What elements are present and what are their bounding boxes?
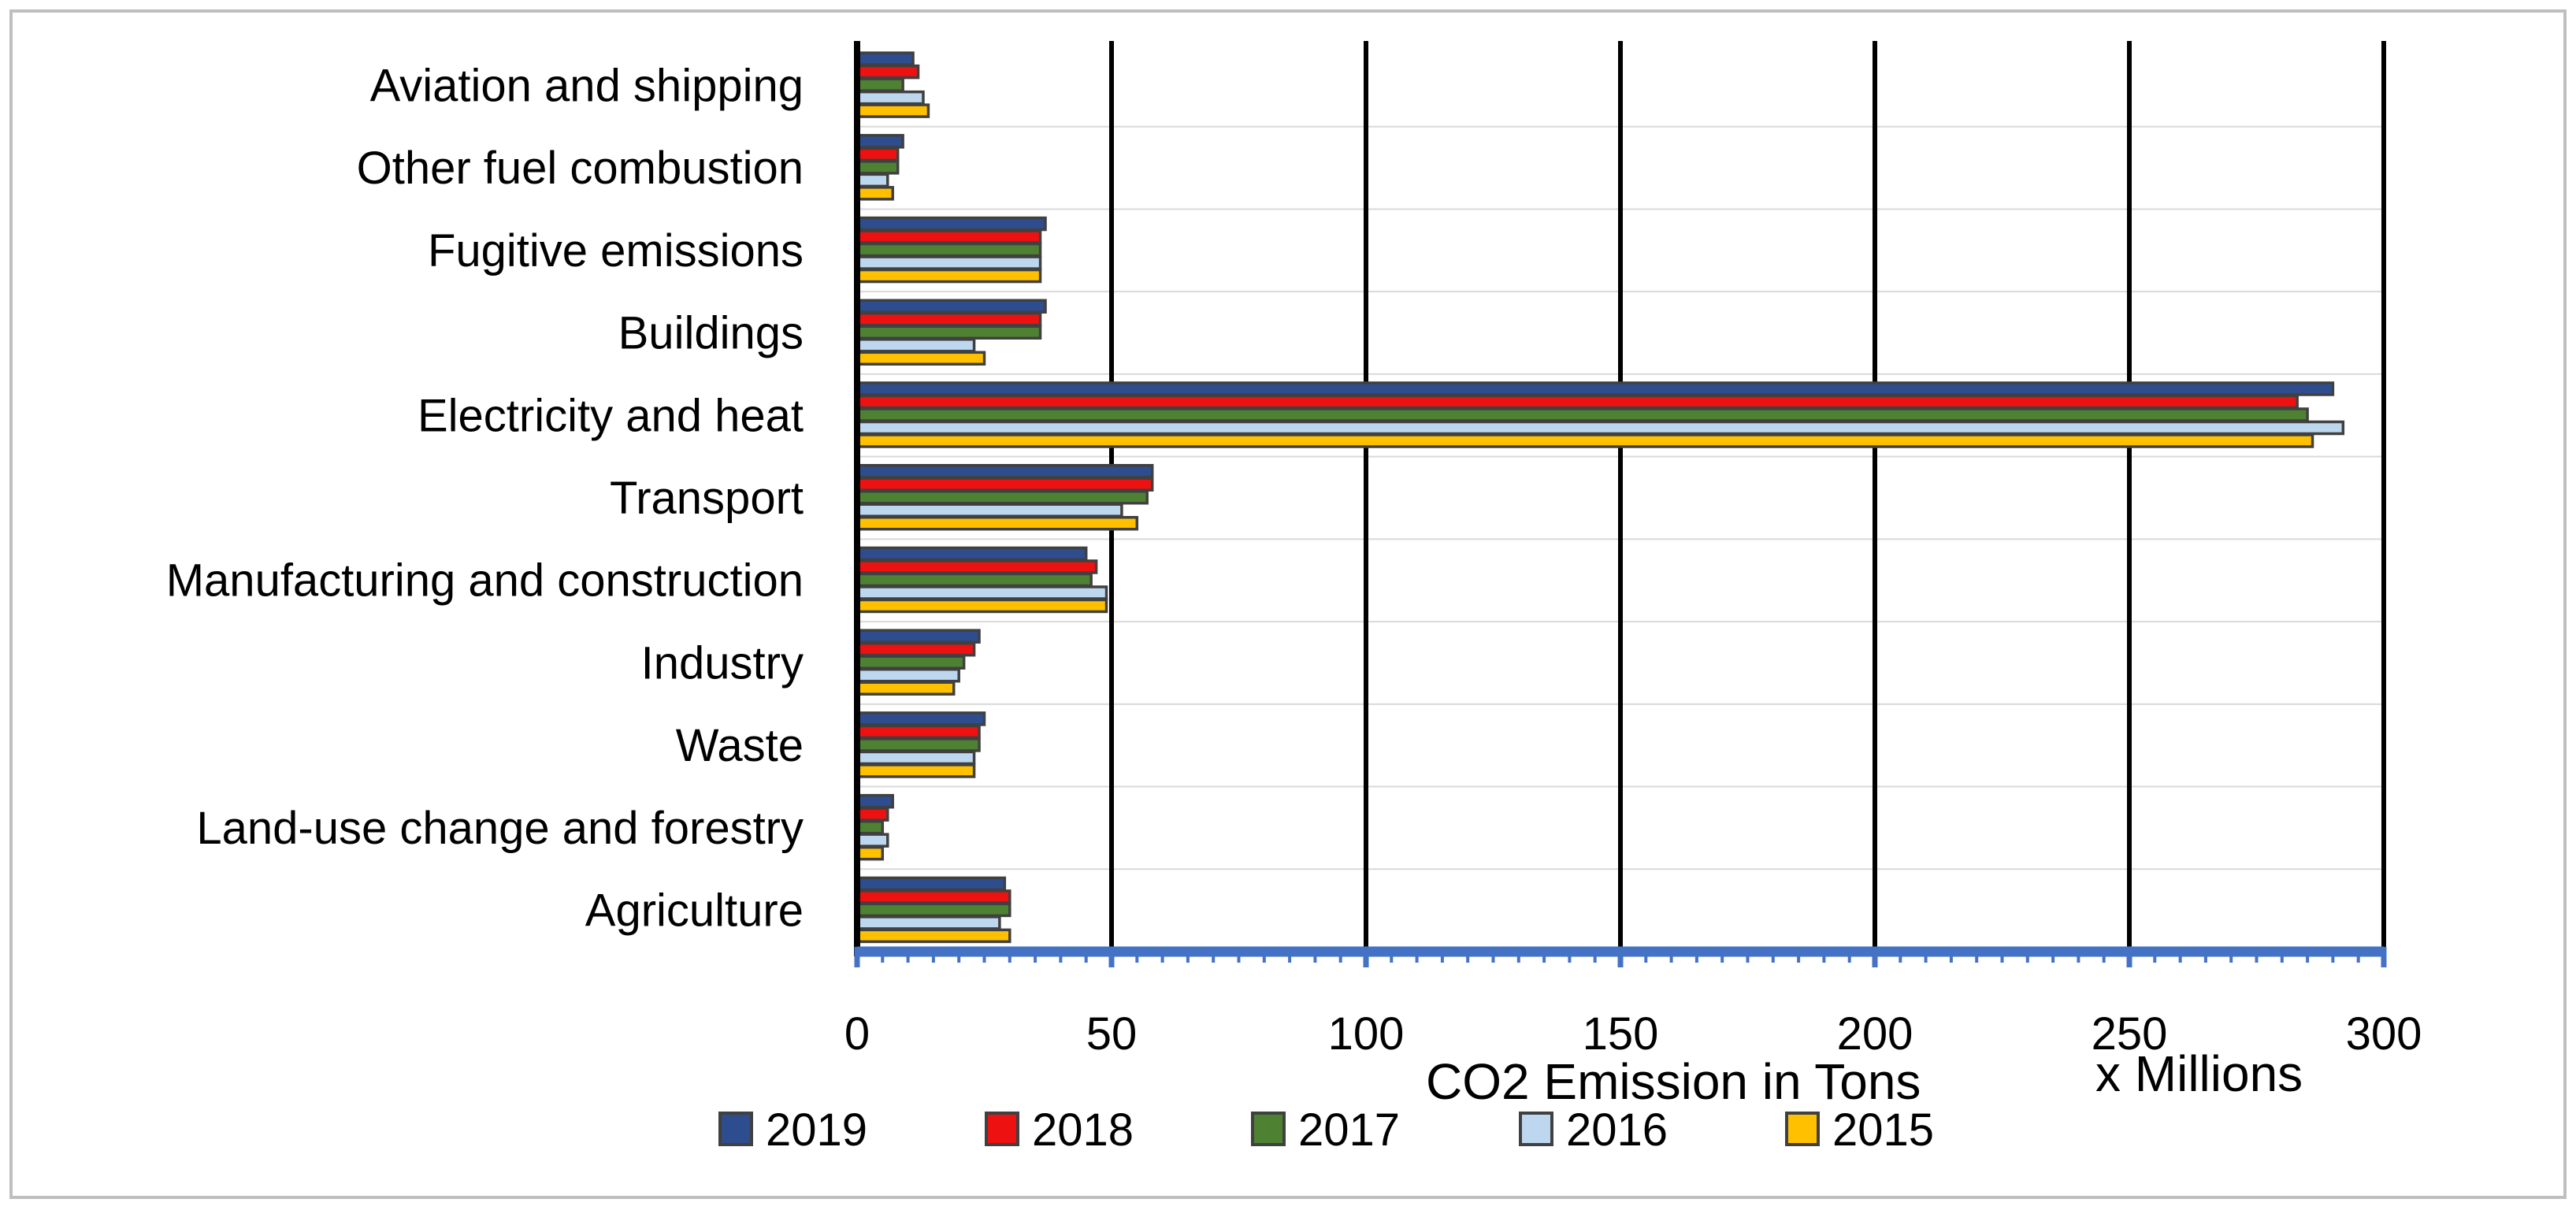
bar <box>856 160 900 175</box>
bar <box>856 793 894 809</box>
legend-swatch <box>985 1112 1019 1146</box>
bar <box>856 464 1154 479</box>
bar <box>856 216 1047 232</box>
bar <box>856 420 2345 436</box>
x-tick-label: 200 <box>1837 1008 1913 1060</box>
x-tick-label: 250 <box>2092 1008 2168 1060</box>
bar <box>856 351 986 366</box>
bar <box>856 641 976 657</box>
bar <box>856 845 885 861</box>
bar <box>856 737 981 752</box>
bar <box>856 546 1088 562</box>
bar <box>856 242 1042 258</box>
bar <box>856 807 889 822</box>
x-tick-label: 150 <box>1583 1008 1659 1060</box>
bar <box>856 585 1108 600</box>
bar <box>856 394 2299 410</box>
bar <box>856 77 904 92</box>
bar <box>856 64 920 80</box>
bar <box>856 325 1042 340</box>
category-label: Buildings <box>618 308 804 359</box>
category-label: Manufacturing and construction <box>166 555 804 607</box>
category-label: Fugitive emissions <box>428 225 804 277</box>
x-tick-label: 100 <box>1328 1008 1405 1060</box>
x-tick-label: 50 <box>1086 1008 1138 1060</box>
axes <box>854 41 2387 967</box>
x-tick-label: 300 <box>2346 1008 2422 1060</box>
bar <box>856 477 1154 492</box>
bar <box>856 503 1123 518</box>
legend: 2019 2018 2017 2016 2015 <box>718 1104 1934 1156</box>
bar <box>856 928 1011 944</box>
bar <box>856 173 889 188</box>
bar <box>856 833 889 848</box>
bar <box>856 629 981 644</box>
x-axis-unit: x Millions <box>2095 1045 2303 1102</box>
bar <box>856 681 956 696</box>
bar <box>856 876 1007 892</box>
x-tick-label: 0 <box>844 1008 870 1060</box>
bar <box>856 750 976 766</box>
category-label: Aviation and shipping <box>370 60 804 111</box>
bar <box>856 724 981 740</box>
bar <box>856 51 915 66</box>
bar <box>856 229 1042 244</box>
category-label: Electricity and heat <box>418 390 804 441</box>
bar <box>856 147 900 162</box>
bar <box>856 711 986 726</box>
legend-swatch <box>718 1112 753 1146</box>
category-label: Land-use change and forestry <box>196 803 804 854</box>
category-labels: Aviation and shipping Other fuel combusti… <box>166 60 804 936</box>
category-label: Transport <box>610 473 804 524</box>
legend-swatch <box>1785 1112 1820 1146</box>
bar <box>856 516 1139 531</box>
bar <box>856 255 1042 270</box>
category-label: Industry <box>641 637 804 689</box>
bar <box>856 268 1042 284</box>
bar <box>856 902 1011 918</box>
bar <box>856 655 966 670</box>
x-axis-title: CO2 Emission in Tons <box>1426 1053 1921 1110</box>
bar <box>856 312 1042 327</box>
legend-label: 2015 <box>1832 1104 1934 1156</box>
legend-label: 2019 <box>766 1104 867 1156</box>
legend-swatch <box>1519 1112 1553 1146</box>
bar <box>856 819 885 835</box>
legend-label: 2016 <box>1566 1104 1668 1156</box>
bar <box>856 490 1149 505</box>
bar <box>856 598 1108 614</box>
bar <box>856 407 2309 422</box>
category-label: Waste <box>676 720 804 771</box>
legend-label: 2018 <box>1032 1104 1134 1156</box>
bar <box>856 134 904 149</box>
bar <box>856 381 2335 396</box>
category-label: Other fuel combustion <box>357 143 804 194</box>
bar <box>856 186 894 201</box>
bar <box>856 299 1047 314</box>
bars <box>856 51 2345 944</box>
bar <box>856 103 930 118</box>
x-tick-labels: 0 50 100 150 200 250 300 <box>844 1008 2422 1060</box>
bar <box>856 433 2314 448</box>
bar <box>856 915 1001 930</box>
bar <box>856 763 976 778</box>
bar <box>856 889 1011 904</box>
legend-swatch <box>1251 1112 1286 1146</box>
bar <box>856 338 976 353</box>
bar <box>856 667 960 683</box>
bar <box>856 559 1098 574</box>
legend-label: 2017 <box>1298 1104 1400 1156</box>
gridlines <box>857 41 2386 952</box>
bar <box>856 90 925 106</box>
category-label: Agriculture <box>585 885 804 937</box>
bar <box>856 572 1093 588</box>
